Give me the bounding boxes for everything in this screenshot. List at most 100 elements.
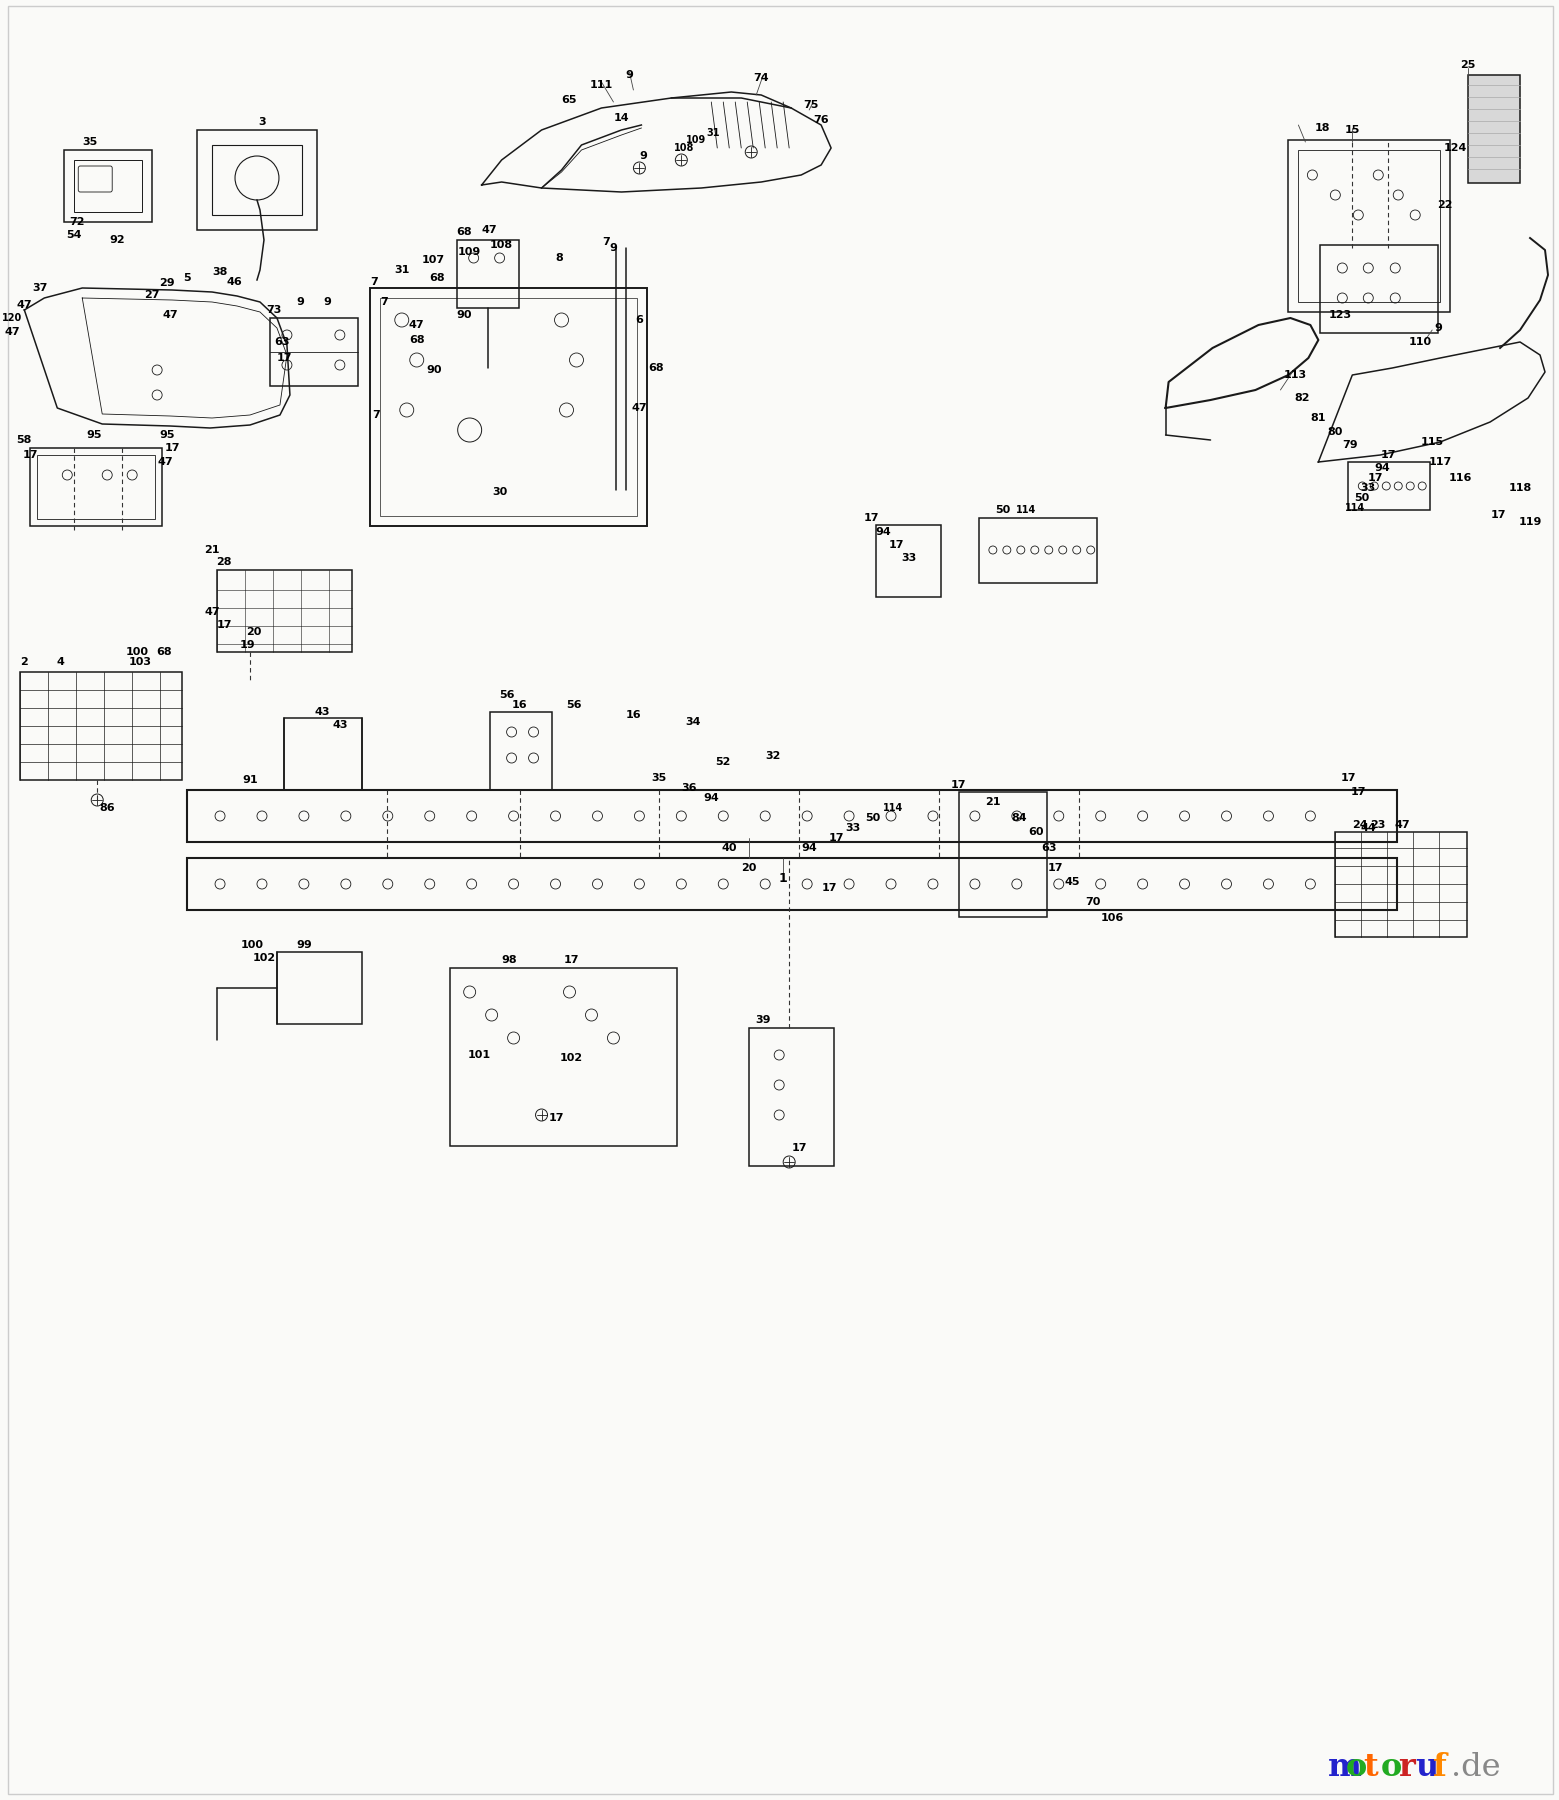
- Text: 17: 17: [822, 884, 837, 893]
- Text: 103: 103: [129, 657, 151, 668]
- Text: 31: 31: [706, 128, 720, 139]
- Text: 22: 22: [1437, 200, 1453, 211]
- Bar: [1349, 463, 1430, 509]
- Text: 56: 56: [566, 700, 582, 709]
- Text: 79: 79: [1342, 439, 1358, 450]
- Text: 18: 18: [1314, 122, 1330, 133]
- Text: 7: 7: [603, 238, 610, 247]
- Text: 50: 50: [995, 506, 1010, 515]
- Bar: [959, 792, 1046, 916]
- Bar: [270, 319, 359, 385]
- Text: 17: 17: [1350, 787, 1366, 797]
- Text: 56: 56: [499, 689, 514, 700]
- Text: 73: 73: [267, 304, 282, 315]
- Text: 24: 24: [1353, 821, 1369, 830]
- Text: 17: 17: [549, 1112, 564, 1123]
- Text: 54: 54: [67, 230, 83, 239]
- Text: 35: 35: [652, 772, 667, 783]
- Text: 90: 90: [455, 310, 471, 320]
- Text: 8: 8: [555, 254, 563, 263]
- Bar: [187, 859, 1397, 911]
- Text: 47: 47: [204, 607, 220, 617]
- Text: 68: 68: [156, 646, 171, 657]
- Text: 117: 117: [1428, 457, 1451, 466]
- Text: 118: 118: [1509, 482, 1531, 493]
- Text: .de: .de: [1451, 1753, 1500, 1784]
- Text: 111: 111: [589, 79, 613, 90]
- Text: 4: 4: [56, 657, 64, 668]
- Text: 50: 50: [865, 814, 881, 823]
- Text: 95: 95: [86, 430, 101, 439]
- Text: 3: 3: [259, 117, 265, 128]
- Bar: [37, 455, 156, 518]
- Text: m: m: [1328, 1753, 1363, 1784]
- Text: 76: 76: [814, 115, 829, 124]
- Text: 70: 70: [1085, 896, 1101, 907]
- Text: 30: 30: [493, 488, 507, 497]
- Text: 47: 47: [17, 301, 33, 310]
- Text: 33: 33: [845, 823, 861, 833]
- Bar: [490, 713, 552, 790]
- Text: 17: 17: [951, 779, 967, 790]
- Text: 94: 94: [703, 794, 719, 803]
- Text: f: f: [1433, 1753, 1447, 1784]
- Text: 31: 31: [394, 265, 410, 275]
- Text: 47: 47: [5, 328, 20, 337]
- Text: 108: 108: [673, 142, 694, 153]
- Text: 75: 75: [803, 101, 818, 110]
- Text: o: o: [1345, 1753, 1367, 1784]
- Bar: [449, 968, 677, 1147]
- Text: 17: 17: [828, 833, 843, 842]
- Text: 98: 98: [502, 956, 518, 965]
- Text: 17: 17: [22, 450, 37, 461]
- Text: 27: 27: [145, 290, 161, 301]
- Text: r: r: [1398, 1753, 1416, 1784]
- Bar: [1336, 832, 1467, 938]
- Text: 20: 20: [742, 862, 758, 873]
- Text: 33: 33: [901, 553, 917, 563]
- Text: 46: 46: [226, 277, 242, 286]
- Bar: [284, 718, 362, 790]
- Text: 17: 17: [1048, 862, 1063, 873]
- Text: 91: 91: [242, 776, 257, 785]
- Bar: [196, 130, 316, 230]
- Bar: [1320, 245, 1439, 333]
- Text: 90: 90: [426, 365, 441, 374]
- Text: 17: 17: [792, 1143, 808, 1154]
- Text: 60: 60: [1027, 826, 1043, 837]
- Bar: [369, 288, 647, 526]
- Text: 68: 68: [455, 227, 471, 238]
- Text: 119: 119: [1518, 517, 1542, 527]
- Text: 14: 14: [614, 113, 630, 122]
- Text: 107: 107: [422, 256, 446, 265]
- Text: 102: 102: [253, 952, 276, 963]
- Text: 43: 43: [313, 707, 329, 716]
- Text: 21: 21: [204, 545, 220, 554]
- Text: 33: 33: [1361, 482, 1377, 493]
- Text: o: o: [1381, 1753, 1402, 1784]
- Text: 29: 29: [159, 277, 175, 288]
- Bar: [1469, 76, 1520, 184]
- Text: 17: 17: [564, 956, 580, 965]
- Bar: [278, 952, 362, 1024]
- Text: 15: 15: [1344, 124, 1359, 135]
- Text: 94: 94: [875, 527, 890, 536]
- Text: 81: 81: [1311, 412, 1327, 423]
- Text: 68: 68: [429, 274, 444, 283]
- Bar: [876, 526, 942, 598]
- Bar: [217, 571, 352, 652]
- Text: 99: 99: [296, 940, 312, 950]
- Text: 123: 123: [1328, 310, 1352, 320]
- Text: 17: 17: [1341, 772, 1356, 783]
- Text: 120: 120: [2, 313, 22, 322]
- Text: 113: 113: [1285, 371, 1306, 380]
- Text: 9: 9: [1434, 322, 1442, 333]
- Text: 109: 109: [686, 135, 706, 146]
- Text: 65: 65: [561, 95, 577, 104]
- Text: 100: 100: [240, 940, 263, 950]
- Text: 116: 116: [1448, 473, 1472, 482]
- Text: 115: 115: [1420, 437, 1444, 446]
- Text: 68: 68: [649, 364, 664, 373]
- Text: 34: 34: [686, 716, 702, 727]
- Text: 9: 9: [296, 297, 304, 308]
